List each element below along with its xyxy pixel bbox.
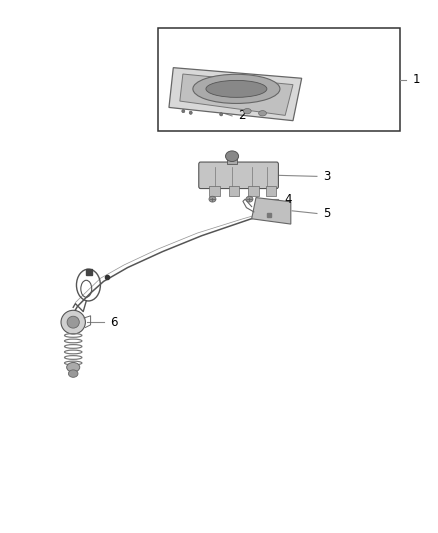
Bar	[209, 187, 220, 196]
FancyBboxPatch shape	[199, 162, 279, 189]
Ellipse shape	[206, 80, 267, 98]
Ellipse shape	[246, 196, 253, 202]
Ellipse shape	[67, 362, 80, 372]
Ellipse shape	[193, 74, 280, 103]
Ellipse shape	[258, 111, 266, 116]
Text: 3: 3	[323, 170, 331, 183]
Text: 2: 2	[239, 109, 246, 123]
Bar	[248, 187, 259, 196]
Ellipse shape	[61, 310, 85, 334]
Bar	[158, 28, 399, 131]
Ellipse shape	[189, 111, 192, 114]
Text: 4: 4	[284, 192, 292, 206]
Ellipse shape	[209, 196, 216, 202]
Ellipse shape	[68, 370, 78, 377]
Bar	[229, 187, 240, 196]
Bar	[227, 158, 237, 164]
Ellipse shape	[226, 151, 239, 161]
Text: 5: 5	[323, 207, 331, 220]
Ellipse shape	[182, 110, 185, 113]
Text: 1: 1	[413, 74, 420, 86]
Ellipse shape	[244, 109, 251, 114]
Text: 6: 6	[110, 316, 118, 329]
Polygon shape	[180, 74, 293, 115]
Ellipse shape	[67, 316, 79, 328]
Polygon shape	[169, 68, 302, 120]
Polygon shape	[252, 198, 291, 224]
Bar	[265, 187, 276, 196]
Ellipse shape	[219, 113, 223, 116]
